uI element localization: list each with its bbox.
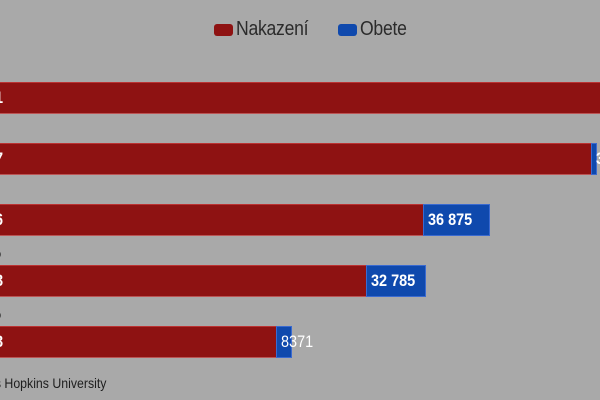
bar-value-label: 8 xyxy=(0,265,3,297)
category-label: o xyxy=(0,307,1,322)
bar-value-label: 6 xyxy=(0,204,3,236)
bar-value-label: 7 xyxy=(0,143,3,175)
source-caption: ns Hopkins University xyxy=(0,375,107,391)
legend-label: Obete xyxy=(360,18,407,40)
legend-item-infected[interactable]: Nakazení xyxy=(214,18,318,41)
bar-infected[interactable] xyxy=(0,143,591,175)
bar-value-label: 1 xyxy=(0,82,3,114)
bar-value-label: 32 785 xyxy=(371,271,416,290)
bar-deaths[interactable] xyxy=(366,265,426,297)
bar-infected[interactable] xyxy=(0,204,423,236)
bar-infected[interactable] xyxy=(0,82,600,114)
bar-deaths[interactable] xyxy=(591,143,597,175)
bar-deaths[interactable] xyxy=(276,326,292,358)
bar-deaths[interactable] xyxy=(423,204,490,236)
legend-swatch-blue-icon xyxy=(338,23,357,36)
bar-infected[interactable] xyxy=(0,326,276,358)
legend-item-deaths[interactable]: Obete xyxy=(338,18,413,41)
bar-value-label: 8371 xyxy=(281,332,314,351)
bar-infected[interactable] xyxy=(0,265,366,297)
bar-value-label: 3 xyxy=(596,143,600,175)
legend-swatch-red-icon xyxy=(214,23,233,36)
legend-label: Nakazení xyxy=(236,18,309,40)
category-label: o xyxy=(0,246,1,261)
bar-value-label: 36 875 xyxy=(428,210,473,229)
bar-value-label: 8 xyxy=(0,326,3,358)
chart-legend: Nakazení Obete xyxy=(0,18,600,42)
